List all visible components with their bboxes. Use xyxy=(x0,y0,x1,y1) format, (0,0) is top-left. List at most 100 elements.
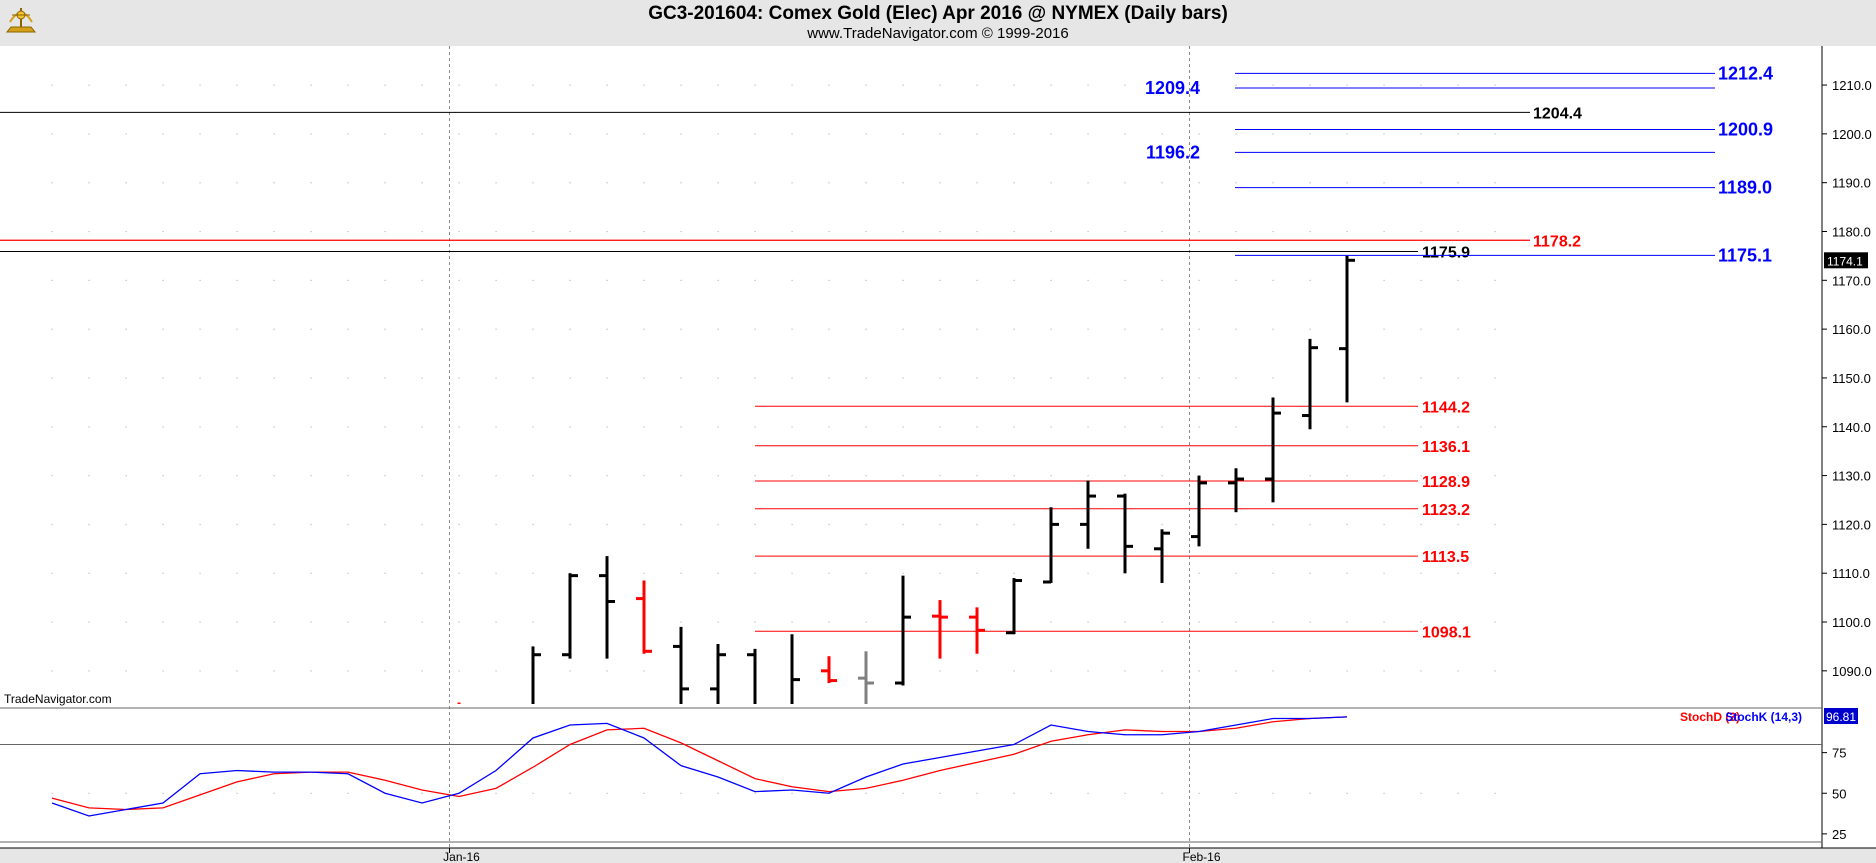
price-tick-label: 1170.0 xyxy=(1832,273,1871,288)
grid-dot xyxy=(236,670,238,672)
last-price-label: 1174.1 xyxy=(1827,254,1863,268)
grid-dot xyxy=(1272,328,1274,330)
grid-dot xyxy=(1494,377,1496,379)
grid-dot xyxy=(717,279,719,282)
grid-dot xyxy=(1346,523,1348,526)
grid-dot xyxy=(51,621,53,623)
grid-dot xyxy=(532,523,534,526)
grid-dot xyxy=(347,230,349,233)
projection-label: 1212.4 xyxy=(1718,63,1773,83)
grid-dot xyxy=(236,426,238,428)
grid-dot xyxy=(1383,279,1385,282)
grid-dot xyxy=(1346,133,1348,135)
grid-dot xyxy=(1420,328,1422,330)
grid-dot xyxy=(865,792,867,794)
grid-dot xyxy=(1161,84,1163,86)
ohlc-bar xyxy=(1339,255,1355,403)
grid-dot xyxy=(421,182,423,184)
price-bars xyxy=(457,255,1355,704)
grid-dot xyxy=(1494,792,1496,794)
grid-dot xyxy=(51,279,53,282)
grid-dot xyxy=(754,182,756,184)
grid-dot xyxy=(1494,328,1496,330)
price-grid xyxy=(0,46,1822,848)
grid-dot xyxy=(51,792,53,794)
grid-dot xyxy=(532,621,534,623)
grid-dot xyxy=(310,475,312,477)
grid-dot xyxy=(1346,230,1348,233)
price-tick-label: 1140.0 xyxy=(1832,420,1871,435)
grid-dot xyxy=(1124,133,1126,135)
grid-dot xyxy=(125,523,127,526)
price-levels: 1212.4 1209.4 1204.4 1200.9 1196.2 1189.0 1178… xyxy=(0,63,1773,641)
grid-dot xyxy=(791,621,793,623)
grid-dot xyxy=(1198,426,1200,428)
grid-dot xyxy=(1457,182,1459,184)
grid-dot xyxy=(643,328,645,330)
grid-dot xyxy=(495,133,497,135)
grid-dot xyxy=(1346,475,1348,477)
grid-dot xyxy=(1087,475,1089,477)
grid-dot xyxy=(1235,621,1237,623)
grid-dot xyxy=(51,426,53,428)
grid-dot xyxy=(1087,621,1089,623)
grid-dot xyxy=(1013,377,1015,379)
grid-dot xyxy=(1420,426,1422,428)
grid-dot xyxy=(199,670,201,672)
grid-dot xyxy=(1013,426,1015,428)
grid-dot xyxy=(532,133,534,135)
grid-dot xyxy=(1383,621,1385,623)
grid-dot xyxy=(569,670,571,672)
ohlc-bar xyxy=(1228,468,1244,513)
grid-dot xyxy=(643,182,645,184)
grid-dot xyxy=(1420,230,1422,233)
grid-dot xyxy=(458,670,460,672)
legend-stochd: StochD (3) xyxy=(1680,710,1740,724)
grid-dot xyxy=(939,377,941,379)
grid-dot xyxy=(421,377,423,379)
ohlc-bar xyxy=(1006,578,1022,635)
grid-dot xyxy=(1161,230,1163,233)
grid-dot xyxy=(1050,230,1052,233)
grid-dot xyxy=(384,279,386,282)
grid-dot xyxy=(495,377,497,379)
grid-dot xyxy=(939,84,941,86)
grid-dot xyxy=(495,279,497,282)
grid-dot xyxy=(1420,621,1422,623)
grid-dot xyxy=(606,377,608,379)
grid-dot xyxy=(1383,182,1385,184)
grid-dot xyxy=(495,670,497,672)
retracement-label: 1113.5 xyxy=(1422,549,1469,566)
grid-dot xyxy=(1087,230,1089,233)
grid-dot xyxy=(1161,279,1163,282)
grid-dot xyxy=(754,84,756,86)
grid-dot xyxy=(199,426,201,428)
grid-dot xyxy=(902,426,904,428)
grid-dot xyxy=(1161,426,1163,428)
grid-dot xyxy=(939,328,941,330)
grid-dot xyxy=(1494,84,1496,86)
grid-dot xyxy=(606,670,608,672)
grid-dot xyxy=(976,792,978,794)
grid-dot xyxy=(606,182,608,184)
grid-dot xyxy=(1494,133,1496,135)
grid-dot xyxy=(199,621,201,623)
grid-dot xyxy=(347,572,349,574)
grid-dot xyxy=(791,792,793,794)
grid-dot xyxy=(532,230,534,233)
retracement-label: 1128.9 xyxy=(1422,474,1470,491)
grid-dot xyxy=(865,426,867,428)
grid-dot xyxy=(532,792,534,794)
grid-dot xyxy=(384,84,386,86)
grid-dot xyxy=(1346,426,1348,428)
grid-dot xyxy=(828,84,830,86)
price-axis: 1090.0 1100.0 1110.0 1120.0 1130.0 1140.0 1150… xyxy=(1821,46,1876,863)
grid-dot xyxy=(1235,230,1237,233)
ohlc-bar xyxy=(1265,397,1281,503)
grid-dot xyxy=(1457,523,1459,526)
grid-dot xyxy=(162,133,164,135)
grid-dot xyxy=(1013,792,1015,794)
grid-dot xyxy=(828,475,830,477)
grid-dot xyxy=(976,523,978,526)
